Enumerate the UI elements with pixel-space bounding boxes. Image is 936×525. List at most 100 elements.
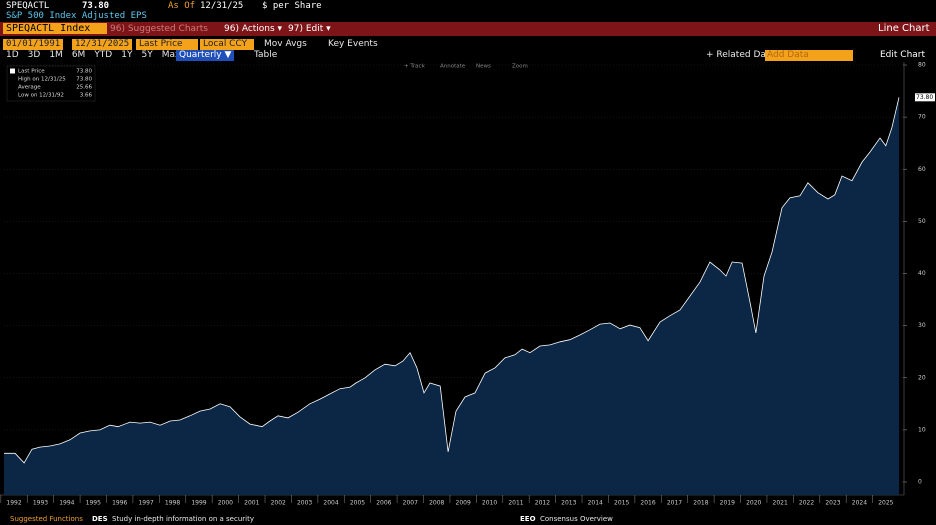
price: 73.80 <box>82 1 110 11</box>
x-tick-label: 2024 <box>852 500 867 507</box>
range-button[interactable]: 1M <box>49 50 63 60</box>
x-tick-label: 2004 <box>323 500 338 507</box>
range-button[interactable]: Max <box>161 50 181 60</box>
toolbar <box>0 22 936 36</box>
y-tick-label: 50 <box>918 218 926 225</box>
x-tick-label: 1998 <box>165 500 180 507</box>
description: S&P 500 Index Adjusted EPS <box>6 11 147 21</box>
legend-label: High on 12/31/25 <box>18 77 66 83</box>
line <box>4 97 900 464</box>
legend-value: 25.66 <box>76 85 92 91</box>
edit-chart[interactable]: Edit Chart <box>880 50 926 60</box>
mov-avgs[interactable]: Mov Avgs <box>264 39 307 49</box>
x-tick-label: 1993 <box>33 500 48 507</box>
chart-tool[interactable]: + Track <box>404 64 426 70</box>
x-tick-label: 2010 <box>482 500 497 507</box>
x-tick-label: 2015 <box>614 500 629 507</box>
edit-menu[interactable]: 97) Edit ▾ <box>288 24 331 34</box>
x-tick-label: 2025 <box>878 500 893 507</box>
x-tick-label: 2016 <box>640 500 655 507</box>
x-tick-label: 2009 <box>456 500 471 507</box>
x-tick-label: 2011 <box>508 500 523 507</box>
last-value-box <box>915 93 935 102</box>
x-tick-label: 2001 <box>244 500 259 507</box>
y-tick-label: 10 <box>918 426 926 433</box>
as-of-date: 12/31/25 <box>200 1 244 11</box>
y-tick-label: 30 <box>918 322 926 329</box>
legend-value: 3.66 <box>80 93 93 99</box>
suggested-charts[interactable]: 96) Suggested Charts <box>110 24 208 34</box>
table-button[interactable]: Table <box>254 50 278 60</box>
x-tick-label: 2018 <box>693 500 708 507</box>
currency[interactable]: Local CCY <box>200 39 254 50</box>
key-events[interactable]: Key Events <box>328 39 378 49</box>
y-tick-label: 80 <box>918 62 926 69</box>
range-button[interactable]: 1D <box>6 50 19 60</box>
range-button[interactable]: 1Y <box>121 50 133 60</box>
x-tick-label: 2014 <box>588 500 603 507</box>
x-tick-label: 1997 <box>138 500 153 507</box>
related-data[interactable]: + Related Dat <box>706 50 770 60</box>
range-button[interactable]: 3D <box>27 50 41 60</box>
y-tick-label: 40 <box>918 270 926 277</box>
footer-des-text[interactable]: Study in-depth information on a security <box>112 515 254 523</box>
footer-suggested: Suggested Functions <box>10 515 83 523</box>
x-tick-label: 2000 <box>218 500 233 507</box>
legend-value: 73.80 <box>76 77 92 83</box>
x-tick-label: 2021 <box>773 500 788 507</box>
legend-label: Average <box>18 85 41 91</box>
x-tick-label: 1996 <box>112 500 127 507</box>
x-tick-label: 2019 <box>720 500 735 507</box>
chart-tool[interactable]: News <box>476 64 491 70</box>
y-tick-label: 70 <box>918 114 926 121</box>
as-of-label: As Of <box>168 1 196 11</box>
footer-eeo-code[interactable]: EEO <box>520 515 536 523</box>
ticker: SPEQACTL <box>6 1 50 11</box>
legend-swatch <box>10 68 15 74</box>
security-input[interactable]: SPEQACTL Index <box>3 23 107 34</box>
frequency[interactable]: Quarterly ▼ <box>176 50 235 61</box>
x-tick-label: 2003 <box>297 500 312 507</box>
x-tick-label: 2017 <box>667 500 682 507</box>
x-tick-label: 2020 <box>746 500 761 507</box>
legend-label: Last Price <box>18 69 45 75</box>
chart-type[interactable]: Line Chart <box>878 23 930 34</box>
x-tick-label: 2006 <box>376 500 391 507</box>
range-button[interactable]: 6M <box>71 50 86 60</box>
range-buttons: 1D 3D 1M 6M YTD 1Y 5Y Max <box>6 50 180 61</box>
range-button[interactable]: 5Y <box>141 50 153 60</box>
chart: 0 10 20 30 40 50 60 70 80 1992 1993 1994 1995 1996 199… <box>0 62 935 507</box>
x-tick-label: 2022 <box>799 500 814 507</box>
x-tick-label: 2013 <box>561 500 576 507</box>
y-tick-label: 0 <box>918 479 922 486</box>
x-tick-label: 2012 <box>535 500 550 507</box>
x-tick-label: 1995 <box>86 500 101 507</box>
x-tick-label: 2007 <box>403 500 418 507</box>
x-tick-label: 1992 <box>6 500 21 507</box>
area <box>4 97 900 496</box>
legend-value: 73.80 <box>76 69 92 75</box>
add-data[interactable]: Add Data <box>765 50 853 61</box>
range-button[interactable]: YTD <box>94 50 113 60</box>
x-tick-label: 2008 <box>429 500 444 507</box>
legend-label: Low on 12/31/92 <box>18 93 64 99</box>
legend-box <box>6 65 96 102</box>
chart-tool[interactable]: Annotate <box>440 64 466 70</box>
y-tick-label: 20 <box>918 374 926 381</box>
y-tick-label: 60 <box>918 166 926 173</box>
units: $ per Share <box>262 1 322 11</box>
x-tick-label: 2005 <box>350 500 365 507</box>
x-tick-label: 2002 <box>271 500 286 507</box>
chart-tool[interactable]: Zoom <box>512 64 528 70</box>
start-date[interactable]: 01/01/1991 <box>3 39 64 50</box>
x-tick-label: 1999 <box>191 500 206 507</box>
footer-eeo-text[interactable]: Consensus Overview <box>540 515 613 523</box>
field[interactable]: Last Price <box>136 39 198 50</box>
end-date[interactable]: 12/31/2025 <box>72 39 133 50</box>
actions-menu[interactable]: 96) Actions ▾ <box>224 24 283 34</box>
last-value-label: 73.80 <box>916 94 933 101</box>
x-tick-label: 2023 <box>825 500 840 507</box>
x-tick-label: 1994 <box>59 500 74 507</box>
footer-des-code[interactable]: DES <box>92 515 108 523</box>
